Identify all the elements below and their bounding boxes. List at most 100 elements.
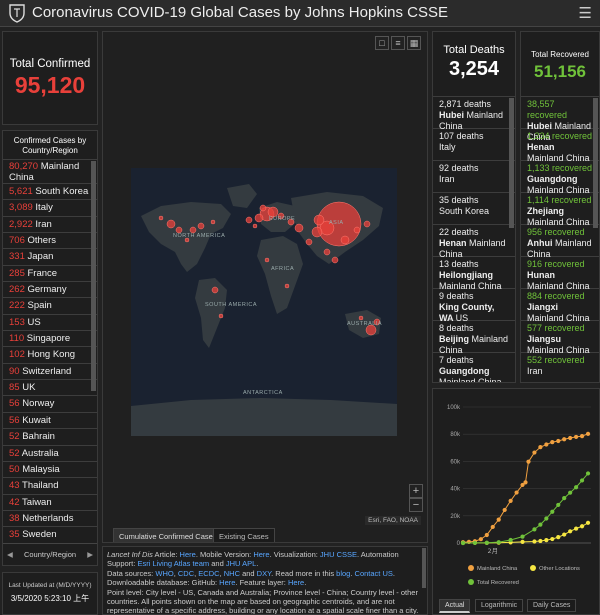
series-point[interactable] [496,517,501,522]
series-point[interactable] [544,442,549,447]
case-bubble[interactable] [284,283,290,289]
deaths-scrollbar[interactable] [509,98,514,228]
scroll-right-icon[interactable]: ▶ [87,550,93,559]
recovered-scrollbar[interactable] [593,98,598,228]
country-list-item[interactable]: 80,270 Mainland China [3,160,97,184]
country-list-item[interactable]: 102 Hong Kong [3,347,97,364]
country-list-item[interactable]: 706 Others [3,233,97,250]
country-list-item[interactable]: 3,089 Italy [3,200,97,217]
country-list-item[interactable]: 52 Australia [3,446,97,462]
death-item[interactable]: 13 deaths Heilongjiang Mainland China [433,257,515,291]
series-point[interactable] [538,445,543,450]
world-map[interactable]: NORTH AMERICA EUROPE ASIA AFRICA SOUTH A… [131,168,397,436]
series-point[interactable] [544,538,549,543]
zoom-out-button[interactable]: − [409,498,423,512]
series-point[interactable] [568,490,573,495]
series-point[interactable] [562,496,567,501]
case-bubble[interactable] [166,219,176,229]
tab-logarithmic[interactable]: Logarithmic [475,599,524,612]
series-point[interactable] [562,532,567,537]
tab-actual[interactable]: Actual [439,599,471,613]
case-bubble[interactable] [245,216,253,224]
deaths-list[interactable]: 2,871 deaths Hubei Mainland China 107 deat… [433,96,515,382]
link-feature-layer[interactable]: Here [287,578,305,588]
series-point[interactable] [520,534,525,539]
case-bubble[interactable] [175,226,183,234]
series-point[interactable] [478,537,483,542]
series-point[interactable] [585,471,591,476]
link-esri-atlas[interactable]: Esri Living Atlas team [137,559,210,569]
series-point[interactable] [472,540,478,546]
tab-existing-cases[interactable]: Existing Cases [213,528,275,542]
case-bubble[interactable] [254,213,264,223]
series-point[interactable] [579,434,585,439]
case-bubble[interactable] [197,222,205,230]
country-list-item[interactable]: 285 France [3,266,97,283]
zoom-in-button[interactable]: + [409,484,423,498]
case-bubble[interactable] [313,214,325,226]
series-point[interactable] [585,520,591,525]
series-point[interactable] [544,516,549,521]
country-list-item[interactable]: 153 US [3,315,97,332]
country-list-item[interactable]: 2,922 Iran [3,217,97,234]
link-jhu-csse[interactable]: JHU CSSE [319,550,358,559]
series-point[interactable] [484,540,489,545]
country-list-item[interactable]: 262 Germany [3,282,97,299]
case-bubble[interactable] [277,212,285,220]
recovered-item[interactable]: 577 recovered Jiangsu Mainland China [521,321,599,355]
series-point[interactable] [585,431,591,436]
country-list-item[interactable]: 43 Thailand [3,478,97,495]
case-bubble[interactable] [158,215,164,221]
case-bubble[interactable] [365,324,377,336]
case-bubble[interactable] [184,237,190,243]
case-bubble[interactable] [373,318,381,326]
series-point[interactable] [568,435,573,441]
scroll-left-icon[interactable]: ◀ [7,550,13,559]
death-item[interactable]: 8 deaths Beijing Mainland China [433,321,515,355]
case-bubble[interactable] [259,204,267,212]
country-list-item[interactable]: 56 Norway [3,396,97,413]
series-point[interactable] [484,532,489,538]
recovered-item[interactable]: 1,114 recovered Zhejiang Mainland China [521,193,599,227]
death-item[interactable]: 7 deaths Guangdong Mainland China [433,353,515,382]
series-point[interactable] [574,485,579,490]
link-ecdc[interactable]: ECDC [198,568,220,578]
info-scrollbar[interactable] [422,548,426,588]
country-list-item[interactable]: 5,621 South Korea [3,184,97,201]
series-point[interactable] [532,450,537,455]
case-bubble[interactable] [287,218,295,226]
case-bubble[interactable] [331,256,339,264]
link-github[interactable]: Here [219,578,236,588]
case-bubble[interactable] [363,220,371,228]
basemap-gallery-icon[interactable]: ▦ [407,36,421,50]
series-point[interactable] [538,538,543,544]
country-list-item[interactable]: 56 Kuwait [3,413,97,430]
series-point[interactable] [508,537,513,543]
death-item[interactable]: 2,871 deaths Hubei Mainland China [433,97,515,131]
series-point[interactable] [579,524,585,529]
series-point[interactable] [550,536,555,542]
case-bubble[interactable] [323,248,331,256]
recovered-item[interactable]: 552 recovered Iran [521,353,599,382]
series-point[interactable] [556,438,561,444]
link-contact[interactable]: Contact US [354,568,393,578]
case-bubble[interactable] [218,313,224,319]
recovered-item[interactable]: 38,557 recovered Hubei Mainland China [521,97,599,142]
recovered-item[interactable]: 1,133 recovered Guangdong Mainland China [521,161,599,195]
death-item[interactable]: 22 deaths Henan Mainland China [433,225,515,259]
confirmed-list-scrollbar[interactable] [91,161,96,391]
bookmark-icon[interactable]: □ [375,36,389,50]
series-point[interactable] [490,524,495,530]
case-bubble[interactable] [358,315,364,321]
series-point[interactable] [556,535,561,540]
series-point[interactable] [523,480,528,485]
country-list-item[interactable]: 222 Spain [3,298,97,315]
link-mobile[interactable]: Here [253,550,270,559]
death-item[interactable]: 107 deaths Italy [433,129,515,161]
legend-list-icon[interactable]: ≡ [391,36,405,50]
series-point[interactable] [520,539,525,545]
link-article[interactable]: Here [179,550,196,559]
country-list-item[interactable]: 110 Singapore [3,331,97,348]
case-bubble[interactable] [305,238,313,246]
country-list-item[interactable]: 35 Sweden [3,527,97,544]
